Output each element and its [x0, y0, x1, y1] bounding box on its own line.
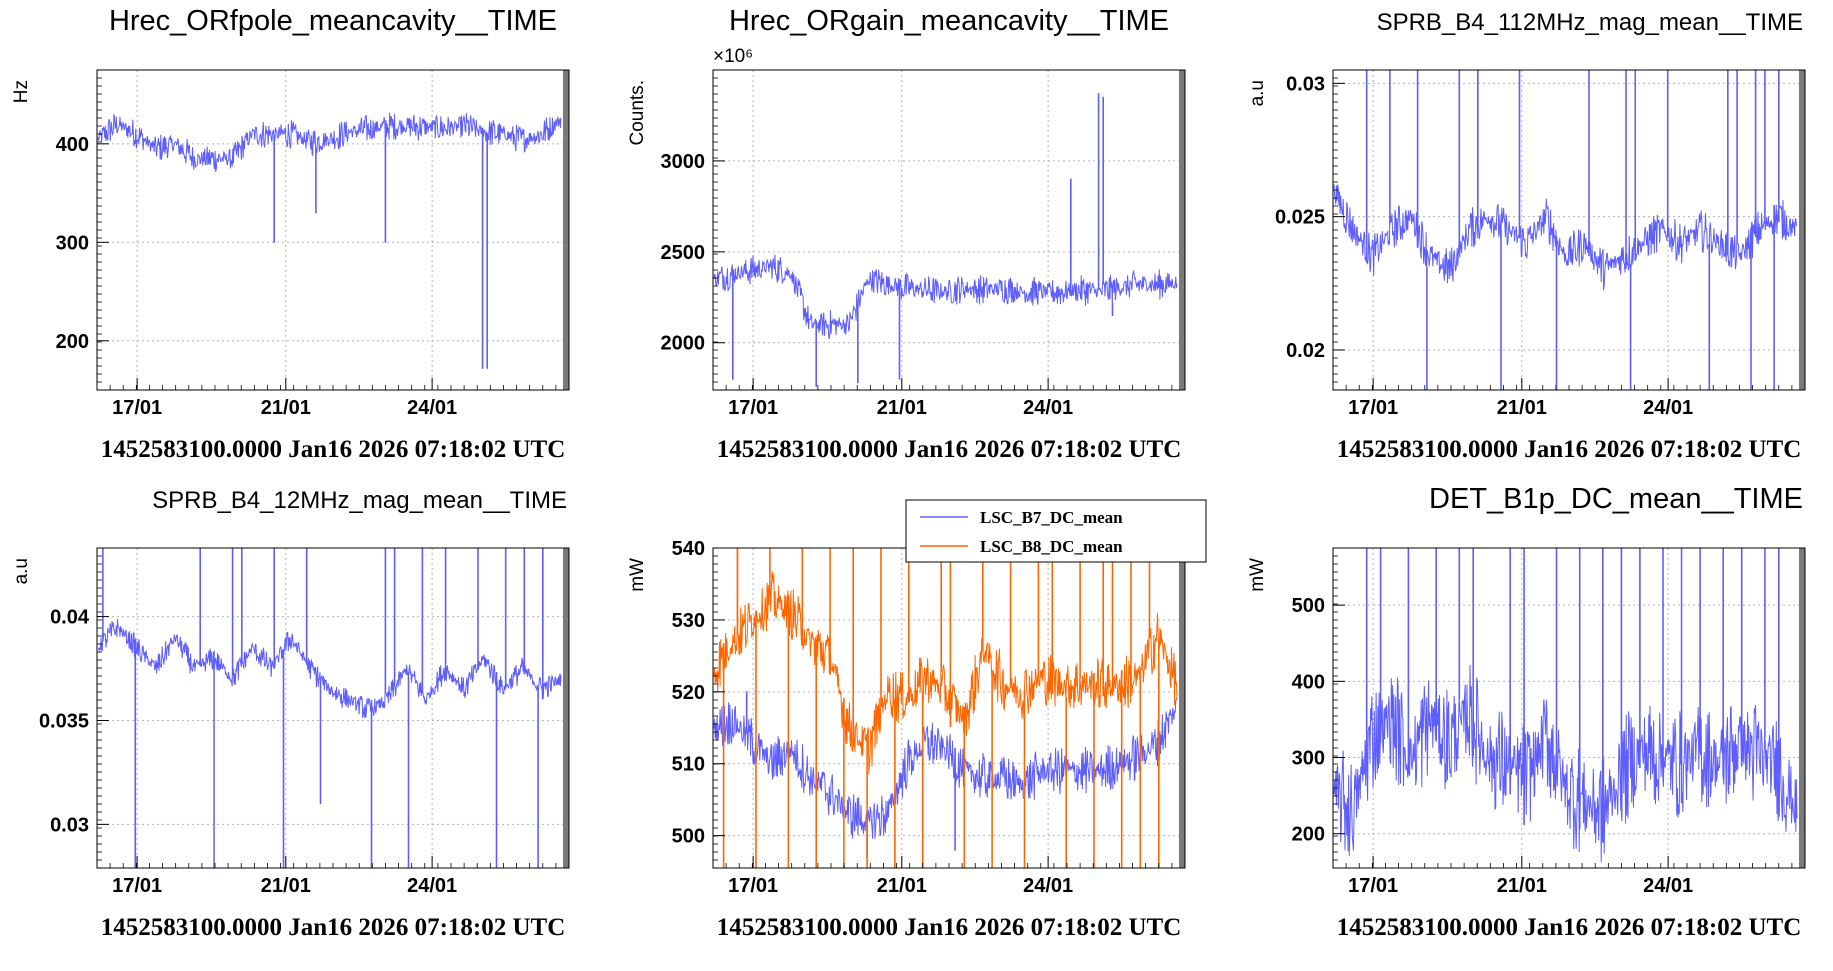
x-tick-label: 21/01: [1497, 875, 1547, 897]
series-line-1: [1333, 548, 1798, 863]
y-tick-label: 0.035: [39, 710, 89, 732]
chart-footer: 1452583100.0000 Jan16 2026 07:18:02 UTC: [1337, 914, 1802, 941]
chart-panel-1: 200 300 400 17/01 21/01 24/01 Hz Hrec_ORfpole_m…: [11, 5, 570, 463]
y-axis-label: a.u: [1247, 80, 1268, 106]
x-tick-label: 21/01: [1497, 397, 1547, 419]
end-band: [1179, 548, 1185, 868]
legend-label-2: LSC_B8_DC_mean: [980, 537, 1123, 556]
x-tick-label: 24/01: [407, 397, 457, 419]
end-band: [563, 70, 569, 390]
y-tick-label: 0.03: [50, 814, 89, 836]
y-tick-label: 400: [1292, 671, 1325, 693]
plot-area: [1333, 548, 1805, 868]
chart-panel-5: 500 510 520 530 540 17/01 21/01 24/01 mW 14525831…: [627, 499, 1207, 941]
y-tick-label: 0.02: [1286, 340, 1325, 362]
y-axis-label: a.u: [11, 558, 32, 584]
x-tick-label: 21/01: [261, 397, 311, 419]
chart-footer: 1452583100.0000 Jan16 2026 07:18:02 UTC: [101, 436, 566, 463]
plot-area: [97, 548, 569, 868]
chart-title: Hrec_ORgain_meancavity__TIME: [729, 5, 1169, 37]
chart-footer: 1452583100.0000 Jan16 2026 07:18:02 UTC: [1337, 436, 1802, 463]
end-band: [1179, 70, 1185, 390]
y-tick-label: 2000: [661, 333, 706, 355]
x-tick-label: 17/01: [728, 397, 778, 419]
chart-panel-2: 2000 2500 3000 17/01 21/01 24/01 Counts. ×10⁶ Hr…: [627, 5, 1186, 463]
series-line-1: [97, 112, 562, 369]
series-line-1: [1333, 70, 1798, 390]
series-line-1: [713, 93, 1178, 387]
x-tick-label: 24/01: [1023, 875, 1073, 897]
x-tick-label: 21/01: [261, 875, 311, 897]
y-axis-label: mW: [1247, 558, 1268, 592]
chart-panel-6: 200 300 400 500 17/01 21/01 24/01 mW DET_B1p_DC_…: [1247, 483, 1806, 941]
y-axis-label: mW: [627, 558, 648, 592]
x-tick-label: 17/01: [728, 875, 778, 897]
x-tick-label: 17/01: [1348, 397, 1398, 419]
y-tick-label: 0.025: [1275, 207, 1325, 229]
y-tick-label: 540: [672, 538, 705, 560]
y-tick-label: 500: [672, 826, 705, 848]
y-tick-label: 400: [56, 134, 89, 156]
x-tick-label: 21/01: [877, 875, 927, 897]
y-axis-multiplier: ×10⁶: [713, 46, 753, 67]
y-tick-label: 3000: [661, 151, 706, 173]
chart-panel-3: 0.02 0.025 0.03 17/01 21/01 24/01 a.u SPRB_B4_1…: [1247, 9, 1806, 463]
chart-title: DET_B1p_DC_mean__TIME: [1429, 483, 1803, 515]
series-line-1: [98, 548, 562, 868]
series-line-1: [713, 691, 1178, 858]
x-tick-label: 24/01: [1643, 875, 1693, 897]
chart-title: SPRB_B4_12MHz_mag_mean__TIME: [152, 487, 567, 514]
y-tick-label: 200: [56, 331, 89, 353]
y-tick-label: 300: [56, 232, 89, 254]
chart-title: Hrec_ORfpole_meancavity__TIME: [109, 5, 557, 37]
y-axis-label: Counts.: [627, 80, 648, 145]
chart-title: SPRB_B4_112MHz_mag_mean__TIME: [1377, 9, 1803, 36]
y-tick-label: 0.03: [1286, 73, 1325, 95]
y-tick-label: 300: [1292, 748, 1325, 770]
chart-footer: 1452583100.0000 Jan16 2026 07:18:02 UTC: [101, 914, 566, 941]
y-tick-label: 520: [672, 682, 705, 704]
y-tick-label: 510: [672, 754, 705, 776]
x-tick-label: 17/01: [112, 397, 162, 419]
legend-box: [905, 499, 1207, 563]
x-tick-label: 24/01: [1643, 397, 1693, 419]
plot-area: [1333, 70, 1805, 390]
end-band: [563, 548, 569, 868]
x-tick-label: 21/01: [877, 397, 927, 419]
end-band: [1799, 548, 1805, 868]
series-line-2: [713, 548, 1178, 868]
x-tick-label: 24/01: [1023, 397, 1073, 419]
x-tick-label: 17/01: [1348, 875, 1398, 897]
x-tick-label: 17/01: [112, 875, 162, 897]
y-tick-label: 200: [1292, 824, 1325, 846]
y-tick-label: 0.04: [50, 607, 90, 629]
y-tick-label: 500: [1292, 595, 1325, 617]
plot-area: [97, 70, 569, 390]
chart-panel-4: 0.03 0.035 0.04 17/01 21/01 24/01 a.u SPRB_B4_1…: [11, 487, 570, 941]
chart-footer: 1452583100.0000 Jan16 2026 07:18:02 UTC: [717, 436, 1182, 463]
x-tick-label: 24/01: [407, 875, 457, 897]
end-band: [1799, 70, 1805, 390]
y-axis-label: Hz: [11, 80, 32, 103]
chart-footer: 1452583100.0000 Jan16 2026 07:18:02 UTC: [717, 914, 1182, 941]
y-tick-label: 530: [672, 610, 705, 632]
plot-area: [713, 70, 1185, 390]
y-tick-label: 2500: [661, 242, 706, 264]
legend-label-1: LSC_B7_DC_mean: [980, 508, 1123, 527]
